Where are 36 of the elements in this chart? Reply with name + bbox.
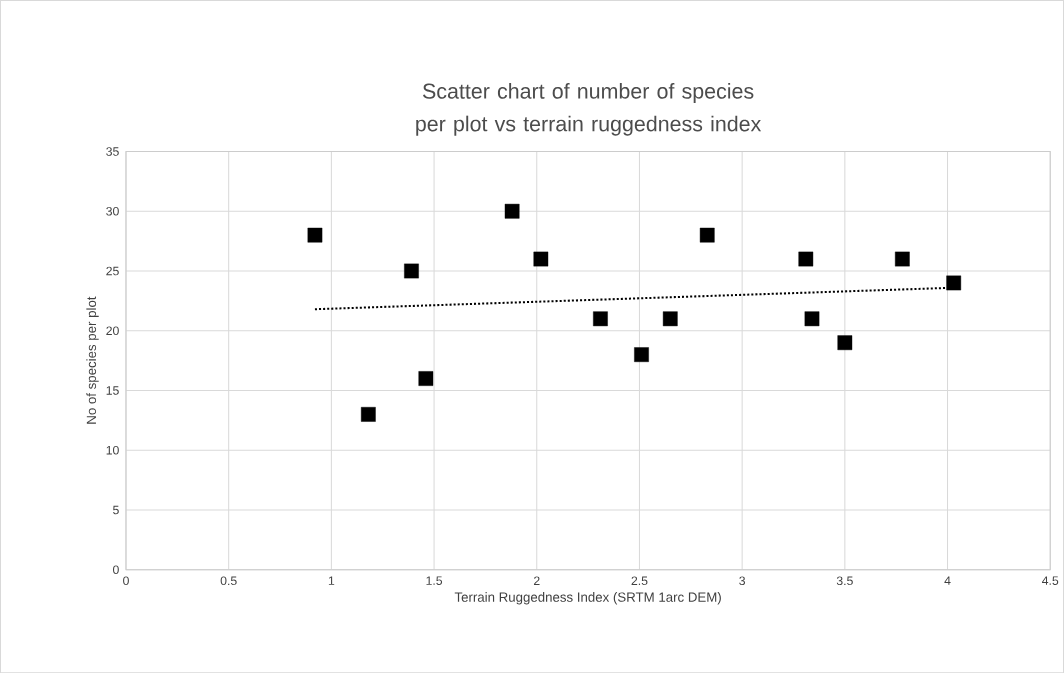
y-tick-label: 10 bbox=[106, 445, 119, 455]
x-tick-label: 2.5 bbox=[631, 576, 648, 585]
point bbox=[533, 251, 549, 267]
point bbox=[662, 311, 678, 326]
x-tick-label: 4 bbox=[944, 576, 951, 585]
point bbox=[360, 406, 376, 422]
point bbox=[699, 227, 715, 243]
y-tick-label: 25 bbox=[106, 266, 119, 276]
point bbox=[404, 263, 419, 279]
x-tick-label: 1 bbox=[328, 576, 335, 585]
point bbox=[593, 311, 608, 326]
x-tick-label: 3.5 bbox=[836, 576, 853, 585]
y-axis-title: No of species per plot bbox=[86, 296, 99, 424]
y-tick-label: 15 bbox=[106, 386, 119, 395]
x-tick-label: 2 bbox=[533, 576, 540, 585]
point bbox=[895, 251, 910, 267]
chart-title: Scatter chart of number of species per plot vs terrain ruggedness index bbox=[416, 82, 762, 136]
x-tick-label: 3 bbox=[739, 576, 746, 585]
x-tick-label: 1.5 bbox=[426, 576, 443, 585]
point bbox=[504, 203, 520, 219]
x-axis-title: Terrain Ruggedness Index (SRTM 1arc DEM) bbox=[454, 591, 721, 605]
x-tick-label: 0.5 bbox=[220, 576, 237, 585]
x-tick-label: 0 bbox=[123, 576, 129, 585]
y-tick-label: 5 bbox=[113, 505, 119, 515]
point bbox=[307, 227, 323, 243]
point bbox=[634, 347, 649, 362]
y-tick-label: 30 bbox=[106, 206, 119, 216]
y-tick-label: 35 bbox=[106, 147, 119, 156]
point bbox=[837, 335, 853, 350]
point bbox=[418, 371, 434, 386]
x-tick-label: 4.5 bbox=[1042, 576, 1059, 585]
y-tick-label: 20 bbox=[106, 326, 119, 335]
point bbox=[946, 275, 962, 291]
point bbox=[804, 311, 820, 326]
y-tick-label: 0 bbox=[113, 565, 119, 574]
point bbox=[798, 251, 814, 267]
